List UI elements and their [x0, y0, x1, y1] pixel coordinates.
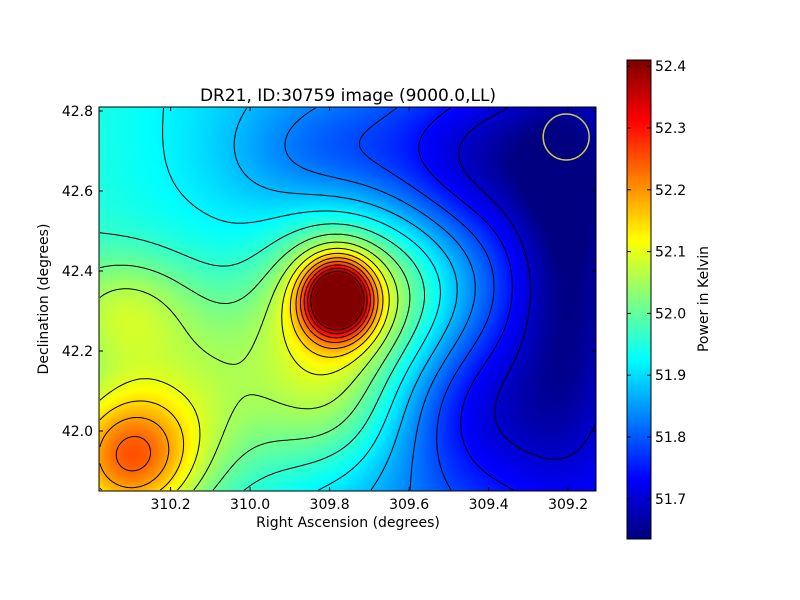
colorbar: 51.7 51.8 51.9 52.0 52.1 52.2 52.3 52.4 [626, 59, 686, 540]
y-tick-label: 42.8 [62, 104, 93, 120]
y-axis: 42.0 42.2 42.4 42.6 42.8 [62, 104, 596, 440]
contour-line [99, 233, 411, 491]
contour-line [307, 267, 368, 335]
x-tick-label: 309.4 [469, 497, 509, 513]
colorbar-label: Power in Kelvin [696, 246, 712, 352]
plot-frame [98, 106, 597, 492]
contour-line [99, 247, 390, 491]
x-tick-label: 310.0 [230, 497, 270, 513]
x-axis: 310.2 310.0 309.8 309.6 309.4 309.2 [151, 107, 588, 513]
colorbar-tick-label: 52.0 [655, 306, 686, 322]
contour-line [162, 107, 441, 491]
y-tick-label: 42.4 [62, 264, 93, 280]
beam-circle [542, 113, 590, 161]
contour-line [284, 107, 476, 490]
colorbar-tick-label: 52.4 [655, 59, 686, 75]
heatmap-image [99, 107, 596, 491]
x-tick-label: 309.6 [389, 497, 429, 513]
x-axis-label: Right Ascension (degrees) [256, 515, 440, 531]
contour-line [99, 257, 379, 489]
colorbar-tick-label: 51.9 [655, 368, 686, 384]
colorbar-tick-label: 52.3 [655, 121, 686, 137]
colorbar-tick-label: 51.7 [655, 492, 686, 508]
contour-line [99, 223, 425, 491]
colorbar-gradient [627, 60, 651, 539]
contour-lines [99, 107, 596, 491]
y-axis-label: Declination (degrees) [36, 224, 52, 375]
colorbar-ticks: 51.7 51.8 51.9 52.0 52.1 52.2 52.3 52.4 [627, 59, 686, 508]
contour-line [458, 107, 596, 460]
y-tick-label: 42.2 [62, 344, 93, 360]
contour-line [310, 270, 365, 331]
colorbar-tick-label: 52.2 [655, 183, 686, 199]
colorbar-frame [626, 59, 652, 540]
contour-line [99, 252, 384, 491]
contour-line [303, 264, 371, 339]
x-tick-label: 309.2 [548, 497, 588, 513]
chart-title: DR21, ID:30759 image (9000.0,LL) [200, 86, 496, 106]
x-tick-label: 309.8 [310, 497, 350, 513]
colorbar-tick-label: 52.1 [655, 245, 686, 261]
contour-line [115, 261, 375, 472]
contour-line [418, 107, 514, 491]
x-tick-label: 310.2 [151, 497, 191, 513]
contour-line [233, 107, 458, 491]
y-tick-label: 42.6 [62, 184, 93, 200]
y-tick-label: 42.0 [62, 424, 93, 440]
contour-line [358, 107, 495, 491]
colorbar-tick-label: 51.8 [655, 430, 686, 446]
heatmap [99, 107, 596, 491]
contour-line [99, 241, 399, 491]
